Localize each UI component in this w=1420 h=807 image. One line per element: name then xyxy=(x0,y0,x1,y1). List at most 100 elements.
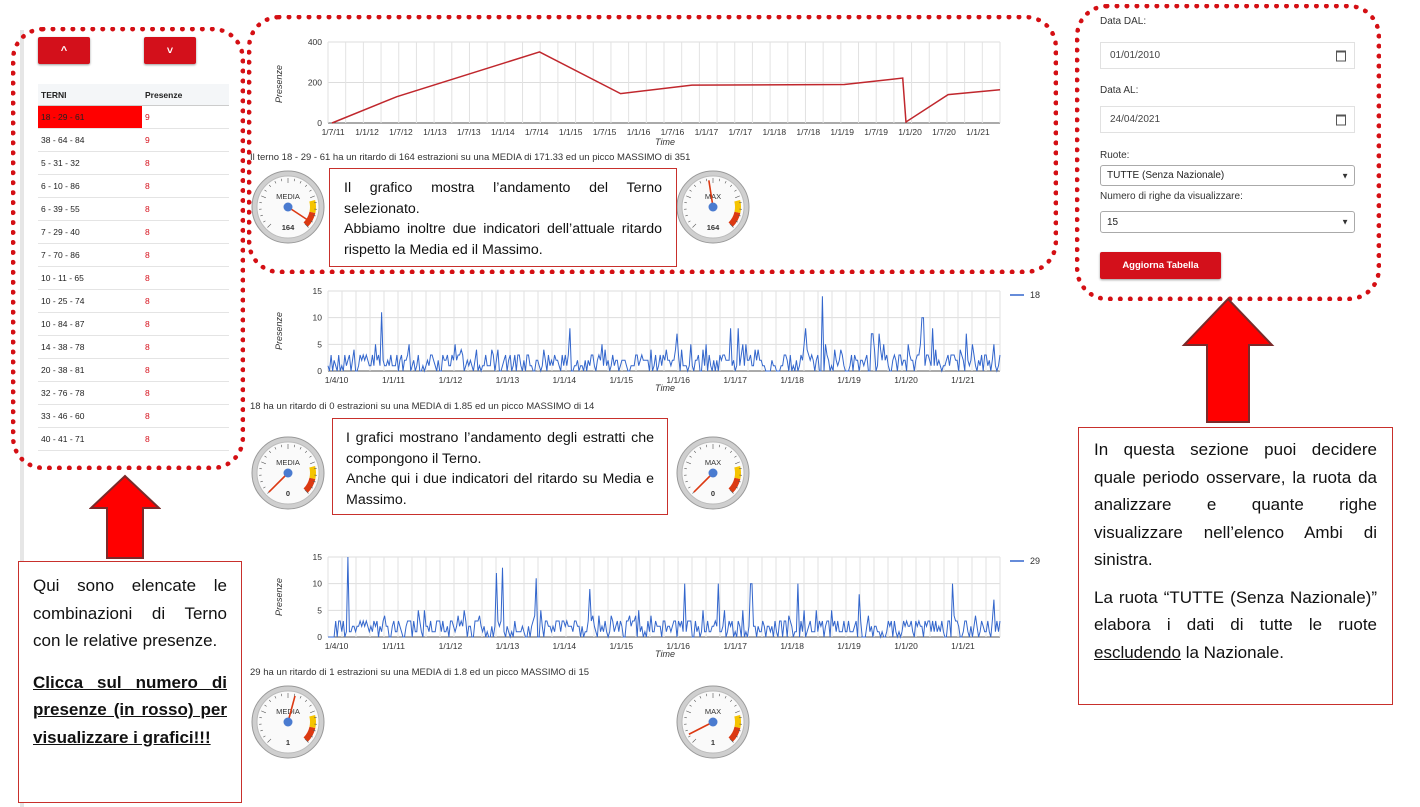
gauge-value: 1 xyxy=(286,738,290,747)
terno-cell: 6 - 10 - 86 xyxy=(38,174,142,198)
gauge-tick xyxy=(299,447,302,450)
note-filters-help: In questa sezione puoi decidere quale pe… xyxy=(1078,427,1393,705)
note-filters-p2-underlined: escludendo xyxy=(1094,642,1181,662)
arrow-up-icon xyxy=(89,474,161,559)
presenze-cell[interactable]: 8 xyxy=(142,427,229,451)
x-tick-label: 1/1/21 xyxy=(951,641,975,651)
presenze-cell[interactable]: 8 xyxy=(142,312,229,336)
note-terno-line1: Il grafico mostra l’andamento del Terno … xyxy=(344,180,662,217)
gauge-tick xyxy=(724,181,727,184)
gauge-tick xyxy=(729,450,733,454)
presenze-cell[interactable]: 8 xyxy=(142,151,229,175)
presenze-cell[interactable]: 8 xyxy=(142,197,229,221)
gauge-tick xyxy=(686,710,691,714)
gauge-label: MEDIA xyxy=(276,192,300,201)
x-tick-label: 1/1/20 xyxy=(894,641,918,651)
gauge-tick xyxy=(304,184,308,188)
gauge-tick xyxy=(729,184,733,188)
gauge-media-18: MEDIA 0 xyxy=(251,436,325,510)
gauge-tick xyxy=(735,710,740,714)
x-tick-label: 1/1/15 xyxy=(559,127,583,137)
gauge-tick xyxy=(685,214,688,217)
presenze-cell[interactable]: 9 xyxy=(142,105,229,129)
gauge-tick xyxy=(304,699,308,703)
x-tick-label: 1/7/12 xyxy=(389,127,413,137)
gauge-tick xyxy=(299,696,302,699)
note-filters-p1: In questa sezione puoi decidere quale pe… xyxy=(1094,440,1377,569)
gauge-tick xyxy=(274,696,277,699)
terno-chart-grid xyxy=(327,41,1001,124)
n18-chart-ylabel: Presenze xyxy=(274,312,284,350)
terno-cell: 38 - 64 - 84 xyxy=(38,128,142,152)
presenze-cell[interactable]: 8 xyxy=(142,220,229,244)
note-numbers-chart: I grafici mostrano l’andamento degli est… xyxy=(332,418,668,515)
gauge-tick xyxy=(267,738,272,743)
x-tick-label: 1/7/17 xyxy=(729,127,753,137)
chevron-down-icon: ▼ xyxy=(1341,171,1349,180)
x-tick-label: 1/1/19 xyxy=(837,641,861,651)
gauge-tick xyxy=(260,214,263,217)
scroll-up-button[interactable]: ^ xyxy=(38,37,90,64)
terni-table-body: 18 - 29 - 61 9 38 - 64 - 84 9 5 - 31 - 32 8 6 … xyxy=(38,105,229,451)
terni-table: TERNI Presenze 18 - 29 - 61 9 38 - 64 - 84… xyxy=(38,84,229,451)
ruote-select[interactable]: TUTTE (Senza Nazionale) ▼ xyxy=(1100,165,1355,186)
x-tick-label: 1/1/16 xyxy=(666,641,690,651)
terno-cell: 10 - 25 - 74 xyxy=(38,289,142,313)
righe-select[interactable]: 15 ▼ xyxy=(1100,211,1355,233)
date-from-input[interactable]: 01/01/2010 xyxy=(1100,42,1355,69)
gauge-tick xyxy=(309,455,312,458)
gauge-dial: MAX 0 xyxy=(676,436,750,510)
gauge-value: 164 xyxy=(707,223,720,232)
gauge-tick xyxy=(274,447,277,450)
table-row: 7 - 70 - 86 8 xyxy=(38,243,229,267)
x-tick-label: 1/1/13 xyxy=(496,375,520,385)
update-table-button[interactable]: Aggiorna Tabella xyxy=(1100,252,1221,279)
presenze-cell[interactable]: 8 xyxy=(142,174,229,198)
x-tick-label: 1/4/10 xyxy=(325,641,349,651)
n18-chart-yticks: 0 5 10 15 xyxy=(313,286,323,376)
gauge-tick xyxy=(313,214,316,217)
gauge-tick xyxy=(313,480,316,483)
presenze-cell[interactable]: 8 xyxy=(142,266,229,290)
presenze-cell[interactable]: 8 xyxy=(142,243,229,267)
gauge-tick xyxy=(718,444,721,448)
x-tick-label: 1/1/15 xyxy=(609,641,633,651)
gauge-tick xyxy=(309,189,312,192)
x-tick-label: 1/1/16 xyxy=(627,127,651,137)
presenze-cell[interactable]: 8 xyxy=(142,358,229,382)
gauge-tick xyxy=(718,693,721,697)
note-filters-p2-a: La ruota “TUTTE (Senza Nazionale)” elabo… xyxy=(1094,587,1377,635)
n29-chart-xticks: 1/4/10 1/1/11 1/1/12 1/1/13 1/1/14 1/1/15 1/1/… xyxy=(325,641,975,651)
presenze-cell[interactable]: 8 xyxy=(142,381,229,405)
presenze-cell[interactable]: 9 xyxy=(142,128,229,152)
y-tick-label: 15 xyxy=(313,552,323,562)
righe-label: Numero di righe da visualizzare: xyxy=(1100,191,1243,202)
y-tick-label: 200 xyxy=(308,78,322,88)
gauge-hub xyxy=(708,202,718,212)
gauge-band xyxy=(309,466,316,480)
x-tick-label: 1/1/11 xyxy=(382,375,405,385)
ruote-selected-value: TUTTE (Senza Nazionale) xyxy=(1107,170,1225,181)
note-table-help: Qui sono elencate le combinazioni di Ter… xyxy=(18,561,242,803)
calendar-icon[interactable] xyxy=(1336,50,1346,61)
gauge-tick xyxy=(264,455,267,458)
terno-cell: 7 - 70 - 86 xyxy=(38,243,142,267)
presenze-cell[interactable]: 8 xyxy=(142,335,229,359)
terno-series-line xyxy=(331,51,1001,124)
left-rail xyxy=(20,30,24,807)
y-tick-label: 5 xyxy=(317,339,322,349)
terno-cell: 7 - 29 - 40 xyxy=(38,220,142,244)
n18-chart-xticks: 1/4/10 1/1/11 1/1/12 1/1/13 1/1/14 1/1/15 1/1/… xyxy=(325,375,975,385)
table-row: 32 - 76 - 78 8 xyxy=(38,381,229,405)
gauge-tick xyxy=(734,189,737,192)
x-tick-label: 1/1/16 xyxy=(666,375,690,385)
ruote-label: Ruote: xyxy=(1100,150,1130,161)
presenze-cell[interactable]: 8 xyxy=(142,404,229,428)
x-tick-label: 1/7/19 xyxy=(864,127,888,137)
gauge-tick xyxy=(705,178,708,182)
calendar-icon[interactable] xyxy=(1336,114,1346,125)
gauge-dial: MEDIA 0 xyxy=(251,436,325,510)
scroll-down-button[interactable]: ˅ xyxy=(144,37,196,64)
presenze-cell[interactable]: 8 xyxy=(142,289,229,313)
date-to-input[interactable]: 24/04/2021 xyxy=(1100,106,1355,133)
